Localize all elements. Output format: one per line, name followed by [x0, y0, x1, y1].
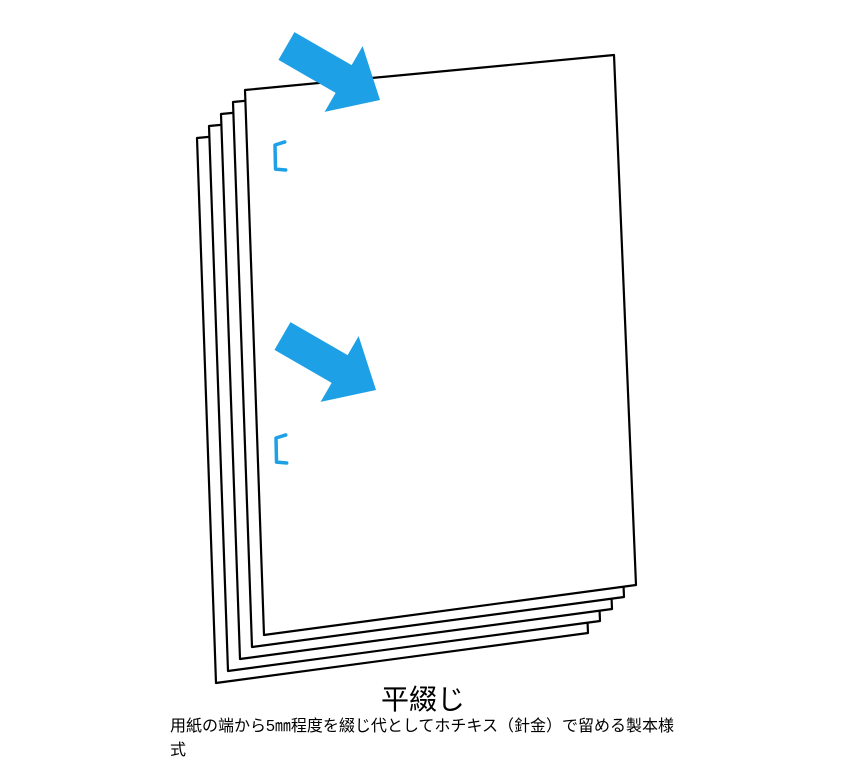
diagram-description: 用紙の端から5㎜程度を綴じ代としてホチキス（針金）で留める製本様式: [170, 715, 676, 763]
diagram-title: 平綴じ: [170, 678, 676, 718]
binding-diagram-svg: [0, 0, 846, 771]
diagram-root: 平綴じ 用紙の端から5㎜程度を綴じ代としてホチキス（針金）で留める製本様式: [0, 0, 846, 771]
title-box: 平綴じ: [170, 678, 676, 718]
desc-box: 用紙の端から5㎜程度を綴じ代としてホチキス（針金）で留める製本様式: [170, 715, 676, 763]
